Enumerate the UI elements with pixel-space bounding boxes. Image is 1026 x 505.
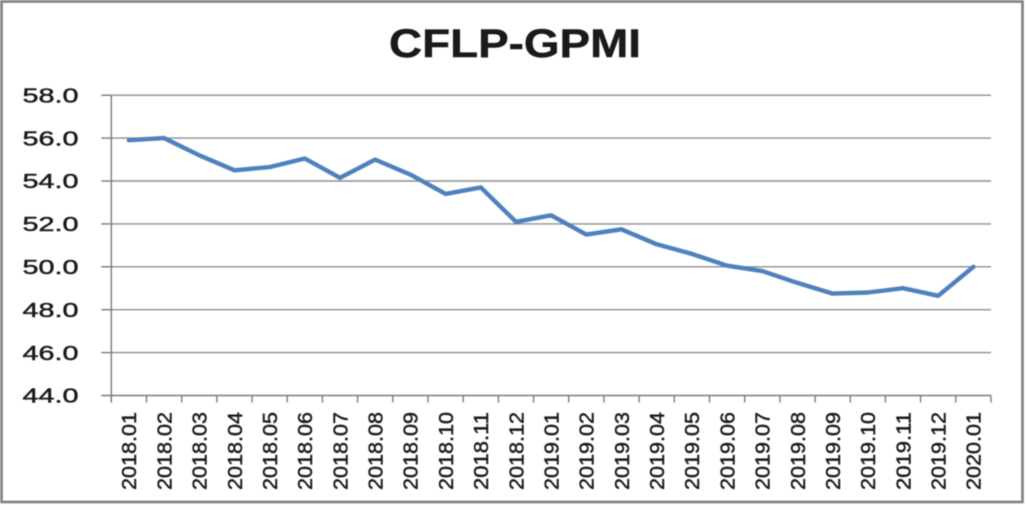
svg-text:2019.12: 2019.12: [929, 412, 951, 490]
svg-text:50.0: 50.0: [23, 257, 79, 279]
svg-text:2018.12: 2018.12: [506, 412, 528, 490]
svg-text:2019.01: 2019.01: [541, 412, 563, 490]
svg-text:58.0: 58.0: [23, 85, 79, 107]
svg-text:2019.02: 2019.02: [577, 412, 599, 490]
svg-text:2018.03: 2018.03: [190, 412, 212, 490]
svg-text:2018.04: 2018.04: [225, 412, 247, 490]
svg-text:2018.10: 2018.10: [436, 412, 458, 490]
svg-text:2019.04: 2019.04: [647, 412, 669, 490]
svg-text:2019.11: 2019.11: [893, 412, 915, 490]
svg-text:2018.06: 2018.06: [295, 412, 317, 490]
svg-text:2019.07: 2019.07: [753, 412, 775, 490]
svg-text:54.0: 54.0: [23, 171, 79, 193]
svg-text:44.0: 44.0: [23, 386, 79, 408]
svg-text:2019.08: 2019.08: [788, 412, 810, 490]
svg-text:2018.01: 2018.01: [119, 412, 141, 490]
svg-text:2018.11: 2018.11: [471, 412, 493, 490]
svg-text:2018.05: 2018.05: [260, 412, 282, 490]
svg-text:56.0: 56.0: [23, 128, 79, 150]
svg-text:2019.10: 2019.10: [858, 412, 880, 490]
svg-text:2018.07: 2018.07: [330, 412, 352, 490]
svg-text:2018.08: 2018.08: [366, 412, 388, 490]
svg-text:CFLP-GPMI: CFLP-GPMI: [389, 22, 641, 66]
svg-text:2019.03: 2019.03: [612, 412, 634, 490]
svg-text:2020.01: 2020.01: [964, 412, 986, 490]
svg-text:52.0: 52.0: [23, 214, 79, 236]
svg-text:2019.05: 2019.05: [682, 412, 704, 490]
svg-text:2019.06: 2019.06: [717, 412, 739, 490]
svg-text:2018.02: 2018.02: [154, 412, 176, 490]
svg-text:48.0: 48.0: [23, 300, 79, 322]
svg-text:2018.09: 2018.09: [401, 412, 423, 490]
svg-text:46.0: 46.0: [23, 343, 79, 365]
svg-text:2019.09: 2019.09: [823, 412, 845, 490]
